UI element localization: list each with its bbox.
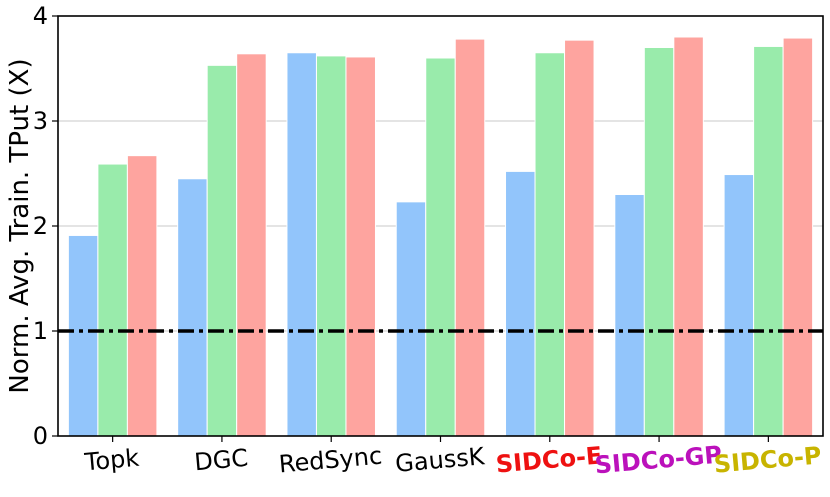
bar — [345, 56, 376, 437]
x-axis-ticks: Topk DGC RedSync GaussK SIDCo-ESIDCo-GPSIDCo… — [83, 436, 823, 480]
y-axis-label: Norm. Avg. Train. TPut (X) — [5, 58, 35, 393]
bar — [643, 47, 675, 437]
x-tick-label: SIDCo-E — [495, 441, 604, 478]
y-tick-label: 1 — [33, 317, 48, 345]
bar — [315, 55, 347, 437]
bar — [614, 194, 645, 437]
bar — [564, 39, 595, 437]
bar — [425, 57, 456, 437]
x-tick-label: Topk — [83, 444, 141, 477]
bar — [206, 64, 238, 437]
y-axis-ticks: 0 1 2 3 4 — [33, 2, 58, 450]
bar — [177, 178, 208, 437]
bar — [286, 52, 317, 437]
x-tick-label: SIDCo-P — [713, 441, 823, 478]
x-tick-label: DGC — [193, 444, 249, 477]
bar — [395, 201, 427, 437]
bar — [454, 38, 486, 437]
bar — [67, 234, 99, 437]
bar — [236, 53, 267, 437]
y-tick-label: 0 — [33, 422, 48, 450]
bar — [723, 174, 755, 437]
y-tick-label: 3 — [33, 107, 48, 135]
bar — [505, 170, 536, 437]
bar — [97, 163, 128, 437]
x-tick-label: SIDCo-GP — [594, 441, 723, 480]
bar — [126, 155, 158, 437]
bars — [67, 36, 814, 437]
bar — [534, 52, 566, 437]
x-tick-label: GaussK — [394, 442, 487, 478]
y-tick-label: 4 — [33, 2, 48, 30]
bar — [782, 37, 814, 437]
bar — [753, 45, 784, 437]
y-tick-label: 2 — [33, 212, 48, 240]
bar — [673, 36, 704, 437]
x-tick-label: RedSync — [278, 442, 383, 479]
